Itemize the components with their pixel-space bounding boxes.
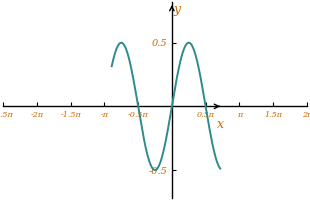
Text: x: x: [217, 118, 224, 131]
Text: y: y: [174, 3, 181, 16]
